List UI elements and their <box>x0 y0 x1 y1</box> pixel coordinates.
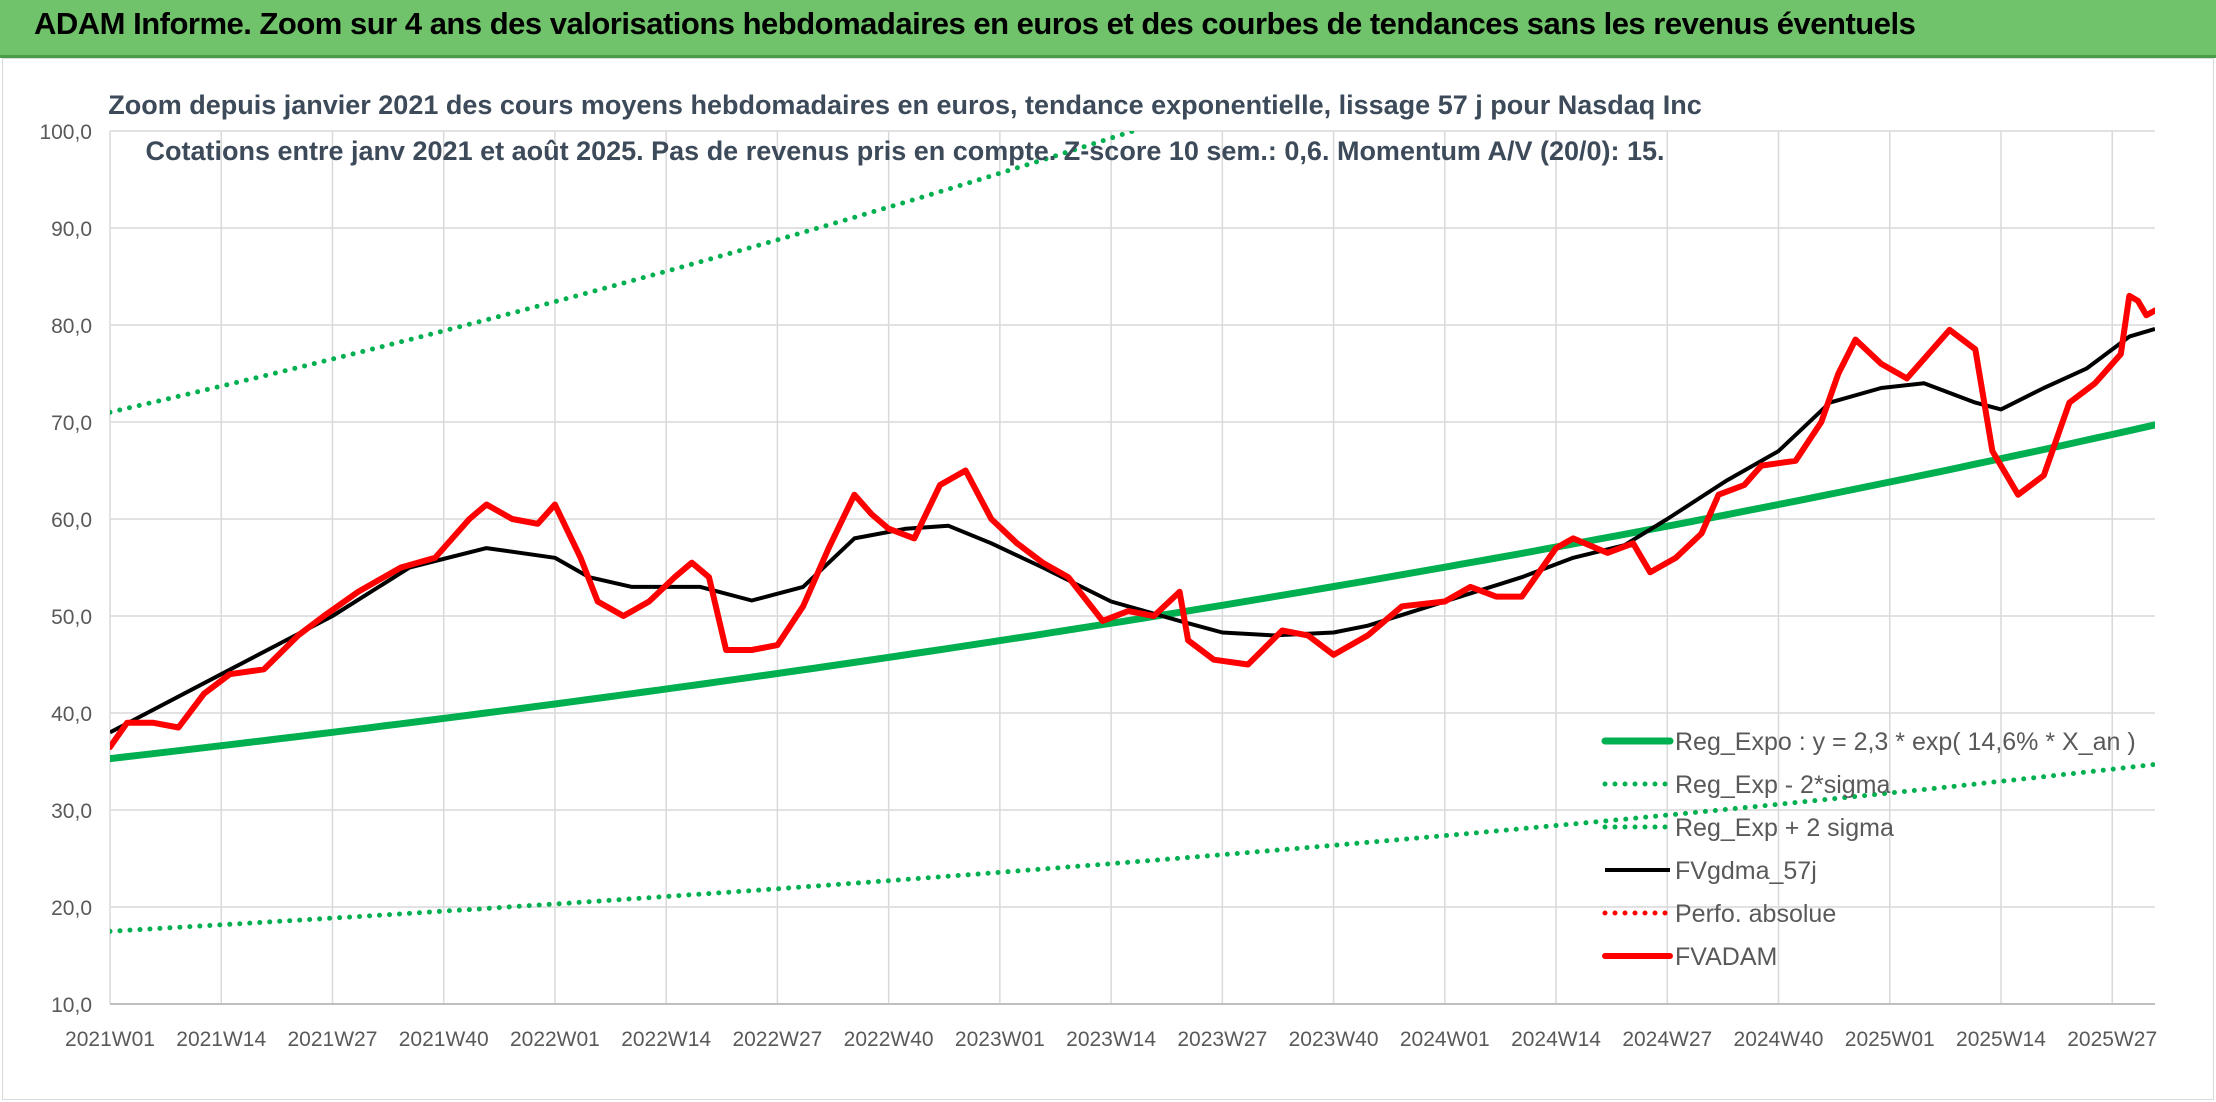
x-tick-label: 2022W01 <box>510 1028 600 1051</box>
x-tick-label: 2024W01 <box>1400 1028 1490 1051</box>
x-tick-label: 2024W14 <box>1511 1028 1601 1051</box>
series-line-2 <box>110 131 1142 415</box>
y-axis-ticks: 10,0 20,0 30,0 40,0 50,0 60,0 70,0 80,0 90,0 100,… <box>39 121 92 1017</box>
x-tick-label: 2023W27 <box>1177 1028 1267 1051</box>
x-tick-label: 2023W14 <box>1066 1028 1156 1051</box>
y-tick-label: 70,0 <box>51 412 92 435</box>
series-group <box>110 131 2155 934</box>
y-tick-label: 80,0 <box>51 315 92 338</box>
legend-label: FVgdma_57j <box>1675 857 1817 885</box>
title-bar: ADAM Informe. Zoom sur 4 ans des valoris… <box>0 0 2216 58</box>
x-axis-ticks: 2021W01 2021W14 2021W27 2021W40 2022W01 2022W… <box>65 1028 2157 1051</box>
legend-label: Reg_Exp - 2*sigma <box>1675 771 1890 799</box>
legend-label: FVADAM <box>1675 943 1777 971</box>
y-tick-label: 40,0 <box>51 703 92 726</box>
y-tick-label: 100,0 <box>39 121 92 144</box>
x-tick-label: 2022W27 <box>732 1028 822 1051</box>
x-tick-label: 2025W27 <box>2067 1028 2157 1051</box>
x-tick-label: 2023W01 <box>955 1028 1045 1051</box>
y-tick-label: 50,0 <box>51 606 92 629</box>
y-tick-label: 90,0 <box>51 218 92 241</box>
chart-frame <box>2 58 2214 1100</box>
x-tick-label: 2022W40 <box>844 1028 934 1051</box>
legend: Reg_Expo : y = 2,3 * exp( 14,6% * X_an )… <box>1601 728 2136 971</box>
page-title: ADAM Informe. Zoom sur 4 ans des valoris… <box>34 6 1916 41</box>
x-tick-label: 2023W40 <box>1289 1028 1379 1051</box>
x-tick-label: 2024W40 <box>1734 1028 1824 1051</box>
y-tick-label: 30,0 <box>51 800 92 823</box>
x-tick-label: 2024W27 <box>1622 1028 1712 1051</box>
series-line-5 <box>110 292 2155 750</box>
chart-subtitle-2: Cotations entre janv 2021 et août 2025. … <box>145 136 1665 166</box>
chart-subtitle-1: Zoom depuis janvier 2021 des cours moyen… <box>108 90 1702 120</box>
series-line-0 <box>110 421 2155 763</box>
x-tick-label: 2021W01 <box>65 1028 155 1051</box>
legend-label: Reg_Expo : y = 2,3 * exp( 14,6% * X_an ) <box>1675 728 2136 756</box>
x-tick-label: 2021W27 <box>288 1028 378 1051</box>
x-tick-label: 2025W14 <box>1956 1028 2046 1051</box>
grid-lines <box>109 130 2155 1005</box>
series-line-1 <box>110 761 2155 934</box>
y-tick-label: 20,0 <box>51 897 92 920</box>
legend-label: Reg_Exp + 2 sigma <box>1675 814 1894 842</box>
x-tick-label: 2025W01 <box>1845 1028 1935 1051</box>
x-tick-label: 2021W14 <box>176 1028 266 1051</box>
y-tick-label: 60,0 <box>51 509 92 532</box>
legend-label: Perfo. absolue <box>1675 900 1836 928</box>
x-tick-label: 2022W14 <box>621 1028 711 1051</box>
x-tick-label: 2021W40 <box>399 1028 489 1051</box>
series-line-3 <box>110 326 2155 735</box>
y-tick-label: 10,0 <box>51 994 92 1017</box>
